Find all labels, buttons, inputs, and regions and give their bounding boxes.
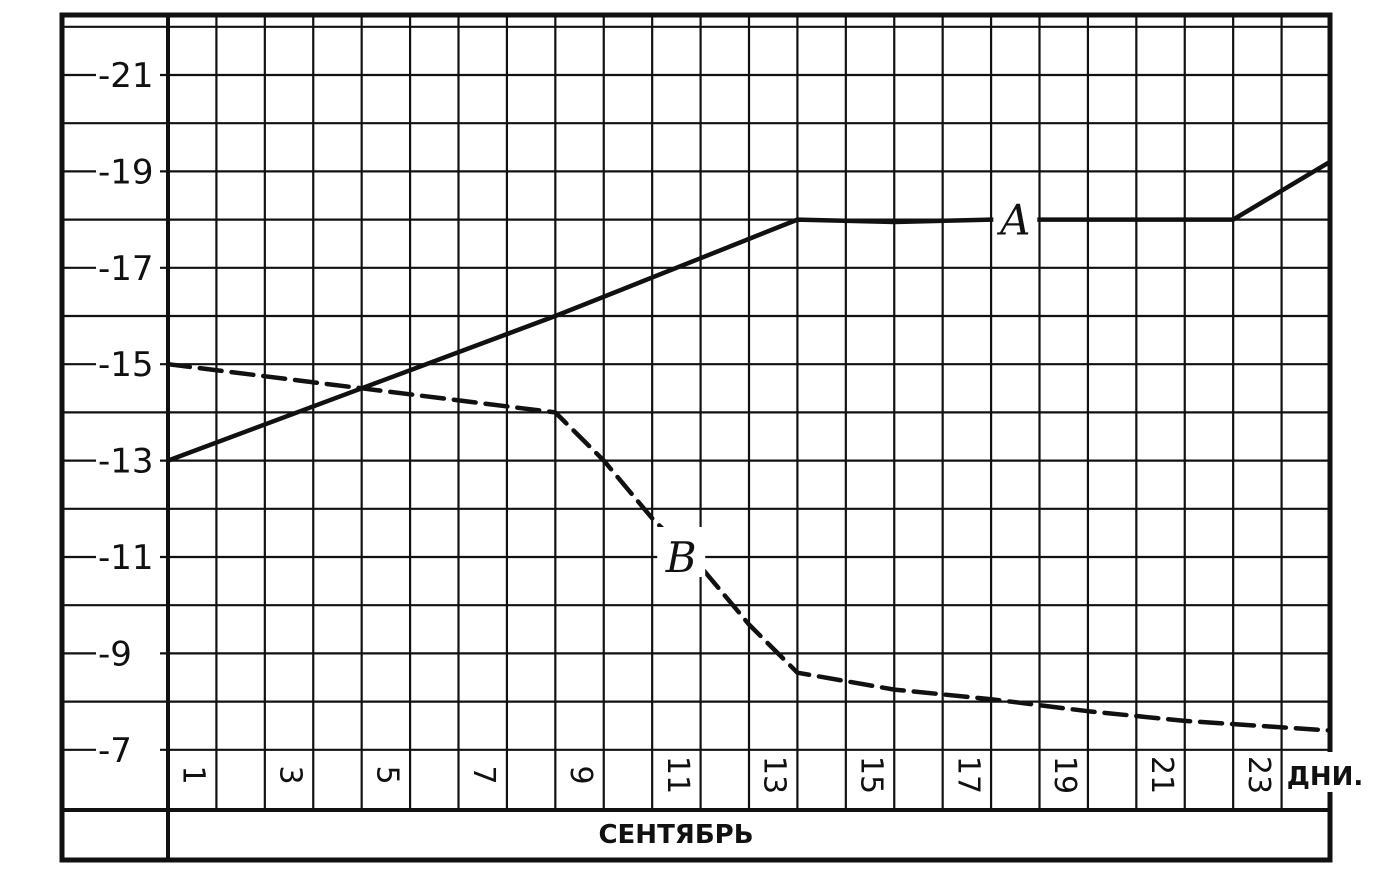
x-tick-label: 19 (1047, 756, 1082, 794)
x-tick-label-bg (848, 752, 892, 800)
x-tick-label-bg (171, 752, 214, 800)
x-tick-label-bg (1042, 752, 1085, 800)
x-tick-label: 15 (854, 756, 889, 794)
y-tick-label: -21 (98, 56, 154, 96)
y-tick-labels: -7 -9 -11 -13 -15 -17 -19 -21 (96, 53, 160, 772)
y-tick-label-bg (96, 438, 160, 483)
month-label: СЕНТЯБРЬ (598, 820, 753, 850)
y-tick-label-bg (96, 149, 160, 194)
y-tick-label: -7 (98, 731, 132, 771)
x-tick-label: 11 (660, 756, 695, 794)
x-tick-label: 9 (563, 765, 598, 784)
x-tick-label: 13 (757, 756, 792, 794)
x-tick-label-bg (558, 752, 601, 800)
x-tick-label: 17 (950, 756, 985, 794)
x-tick-label-bg (1139, 752, 1182, 800)
x-unit-label-bg (1286, 752, 1358, 792)
y-tick-label-bg (96, 727, 160, 772)
y-tick-label: -9 (98, 634, 132, 674)
x-tick-label-bg (752, 752, 795, 800)
y-tick-label-bg (96, 53, 160, 97)
y-tick-label: -15 (98, 345, 154, 385)
series-label-bg (993, 189, 1038, 240)
x-tick-label: 3 (273, 765, 308, 784)
chart-frame (59, 12, 1333, 863)
x-tick-labels: 1 3 5 7 9 11 13 15 17 19 21 23 (171, 752, 1279, 800)
x-tick-label-bg (364, 752, 408, 800)
y-tick-label-bg (96, 631, 160, 676)
y-tick-label-bg (96, 245, 160, 290)
x-tick-label-bg (945, 752, 989, 800)
x-tick-label: 21 (1144, 756, 1179, 794)
x-tick-label: 5 (369, 765, 404, 784)
x-unit-label: ДНИ. (1287, 762, 1364, 792)
x-tick-label-bg (655, 752, 698, 800)
series-B (165, 361, 1333, 733)
x-tick-label: 7 (466, 765, 501, 784)
y-tick-label: -17 (98, 249, 154, 289)
x-tick-label-bg (1236, 752, 1279, 800)
x-tick-label: 23 (1241, 756, 1276, 794)
x-tick-label: 1 (176, 765, 211, 784)
x-tick-label-bg (461, 752, 504, 800)
series-label-A: A (996, 196, 1030, 245)
series-A (165, 159, 1333, 463)
grid-lines (62, 15, 1332, 810)
y-tick-label-bg (96, 342, 160, 387)
series-label-bg (657, 527, 706, 577)
y-tick-label: -13 (98, 442, 154, 482)
x-tick-label-bg (267, 752, 311, 800)
y-tick-label: -19 (98, 152, 154, 192)
y-tick-label-bg (96, 535, 160, 579)
y-tick-label: -11 (98, 538, 154, 578)
series-label-B: B (665, 533, 697, 582)
